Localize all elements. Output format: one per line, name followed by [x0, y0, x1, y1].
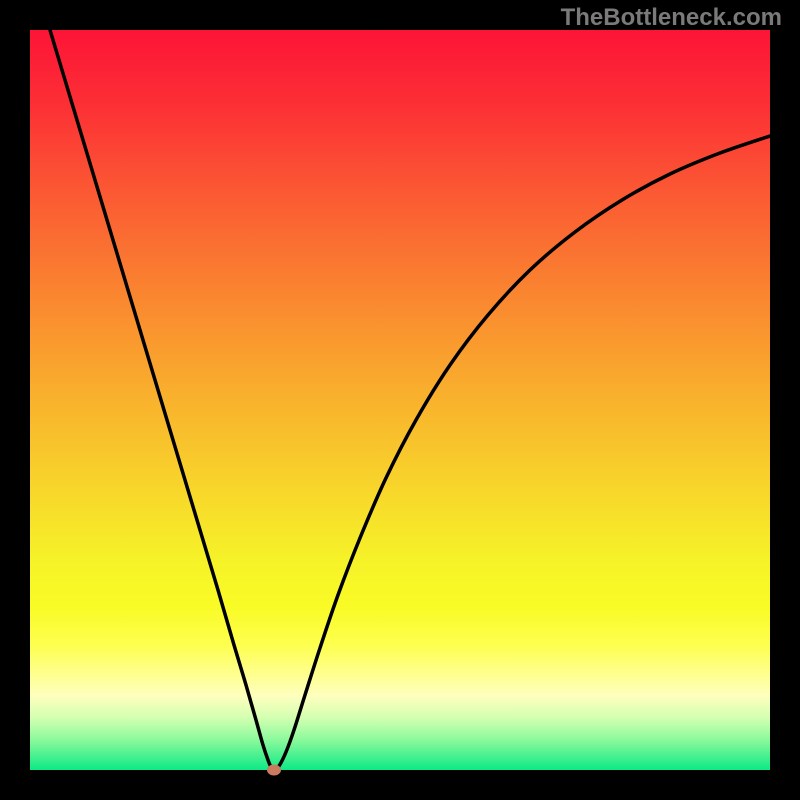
plot-area — [30, 30, 770, 770]
bottleneck-curve — [30, 30, 770, 770]
watermark-text: TheBottleneck.com — [561, 4, 782, 32]
optimal-point-marker — [267, 765, 281, 776]
